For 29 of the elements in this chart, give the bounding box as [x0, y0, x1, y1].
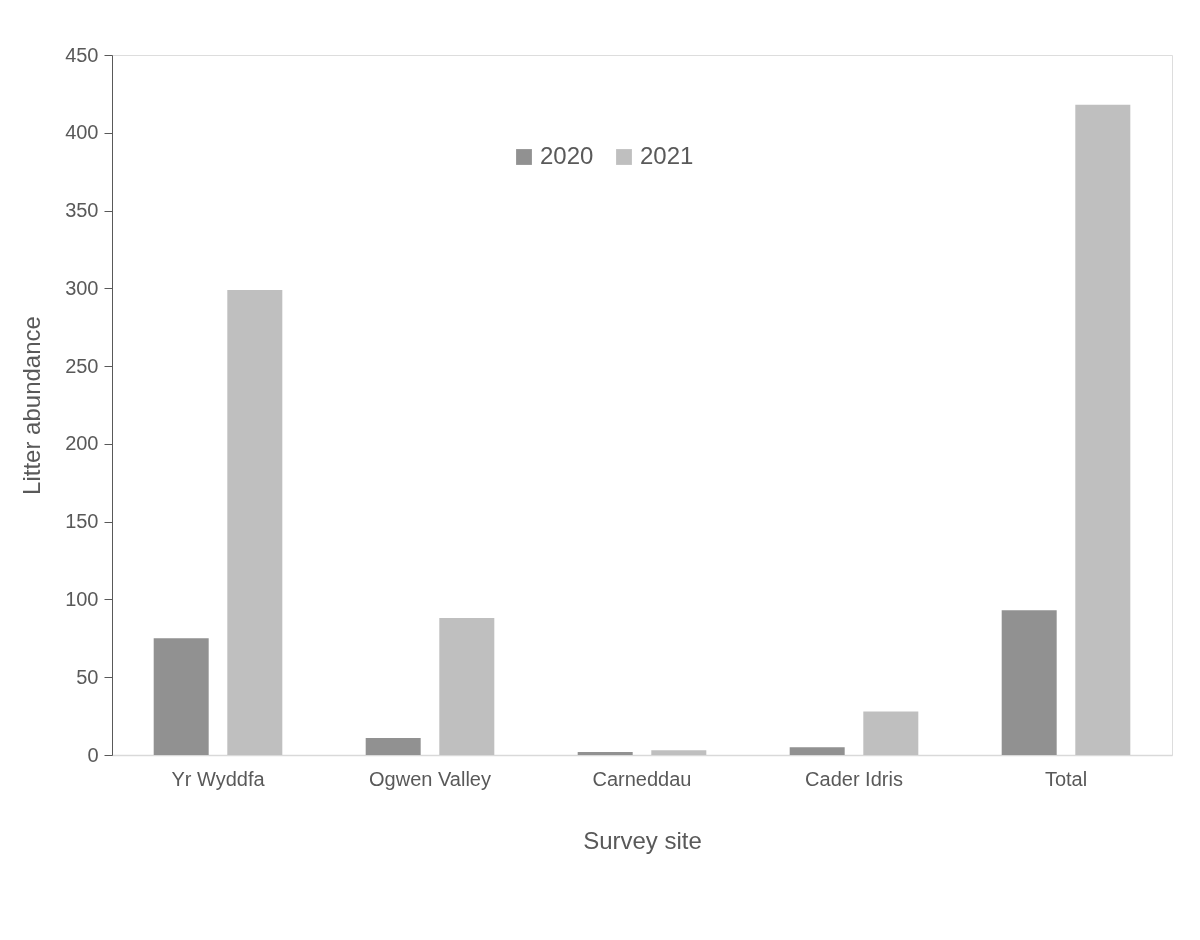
bar: [1075, 104, 1131, 755]
y-tick-label: 350: [65, 199, 99, 222]
y-tick-label: 100: [65, 587, 99, 610]
bar: [651, 750, 707, 755]
x-tick-label: Yr Wyddfa: [171, 767, 266, 790]
bar: [789, 747, 845, 755]
y-tick-label: 450: [65, 43, 99, 66]
x-tick-label: Total: [1044, 767, 1088, 790]
bar: [439, 618, 495, 755]
legend-label: 2020: [540, 142, 594, 169]
x-tick-label: Ogwen Valley: [369, 767, 491, 790]
x-tick-label: Carneddau: [592, 767, 692, 790]
bar: [1001, 610, 1057, 755]
x-axis-title: Survey site: [583, 826, 702, 854]
y-tick-label: 150: [65, 510, 99, 533]
bar: [153, 638, 209, 755]
x-tick-label: Cader Idris: [805, 767, 903, 790]
y-axis-title: Litter abundance: [18, 316, 46, 495]
bar: [365, 737, 421, 755]
bar: [863, 711, 919, 755]
y-tick-label: 400: [65, 121, 99, 144]
y-tick-label: 250: [65, 354, 99, 377]
legend-label: 2021: [640, 142, 694, 169]
y-tick-label: 0: [87, 743, 99, 766]
bar: [227, 289, 283, 755]
bar: [577, 751, 633, 755]
y-tick-label: 200: [65, 432, 99, 455]
y-tick-label: 50: [76, 665, 99, 688]
y-tick-label: 300: [65, 276, 99, 299]
